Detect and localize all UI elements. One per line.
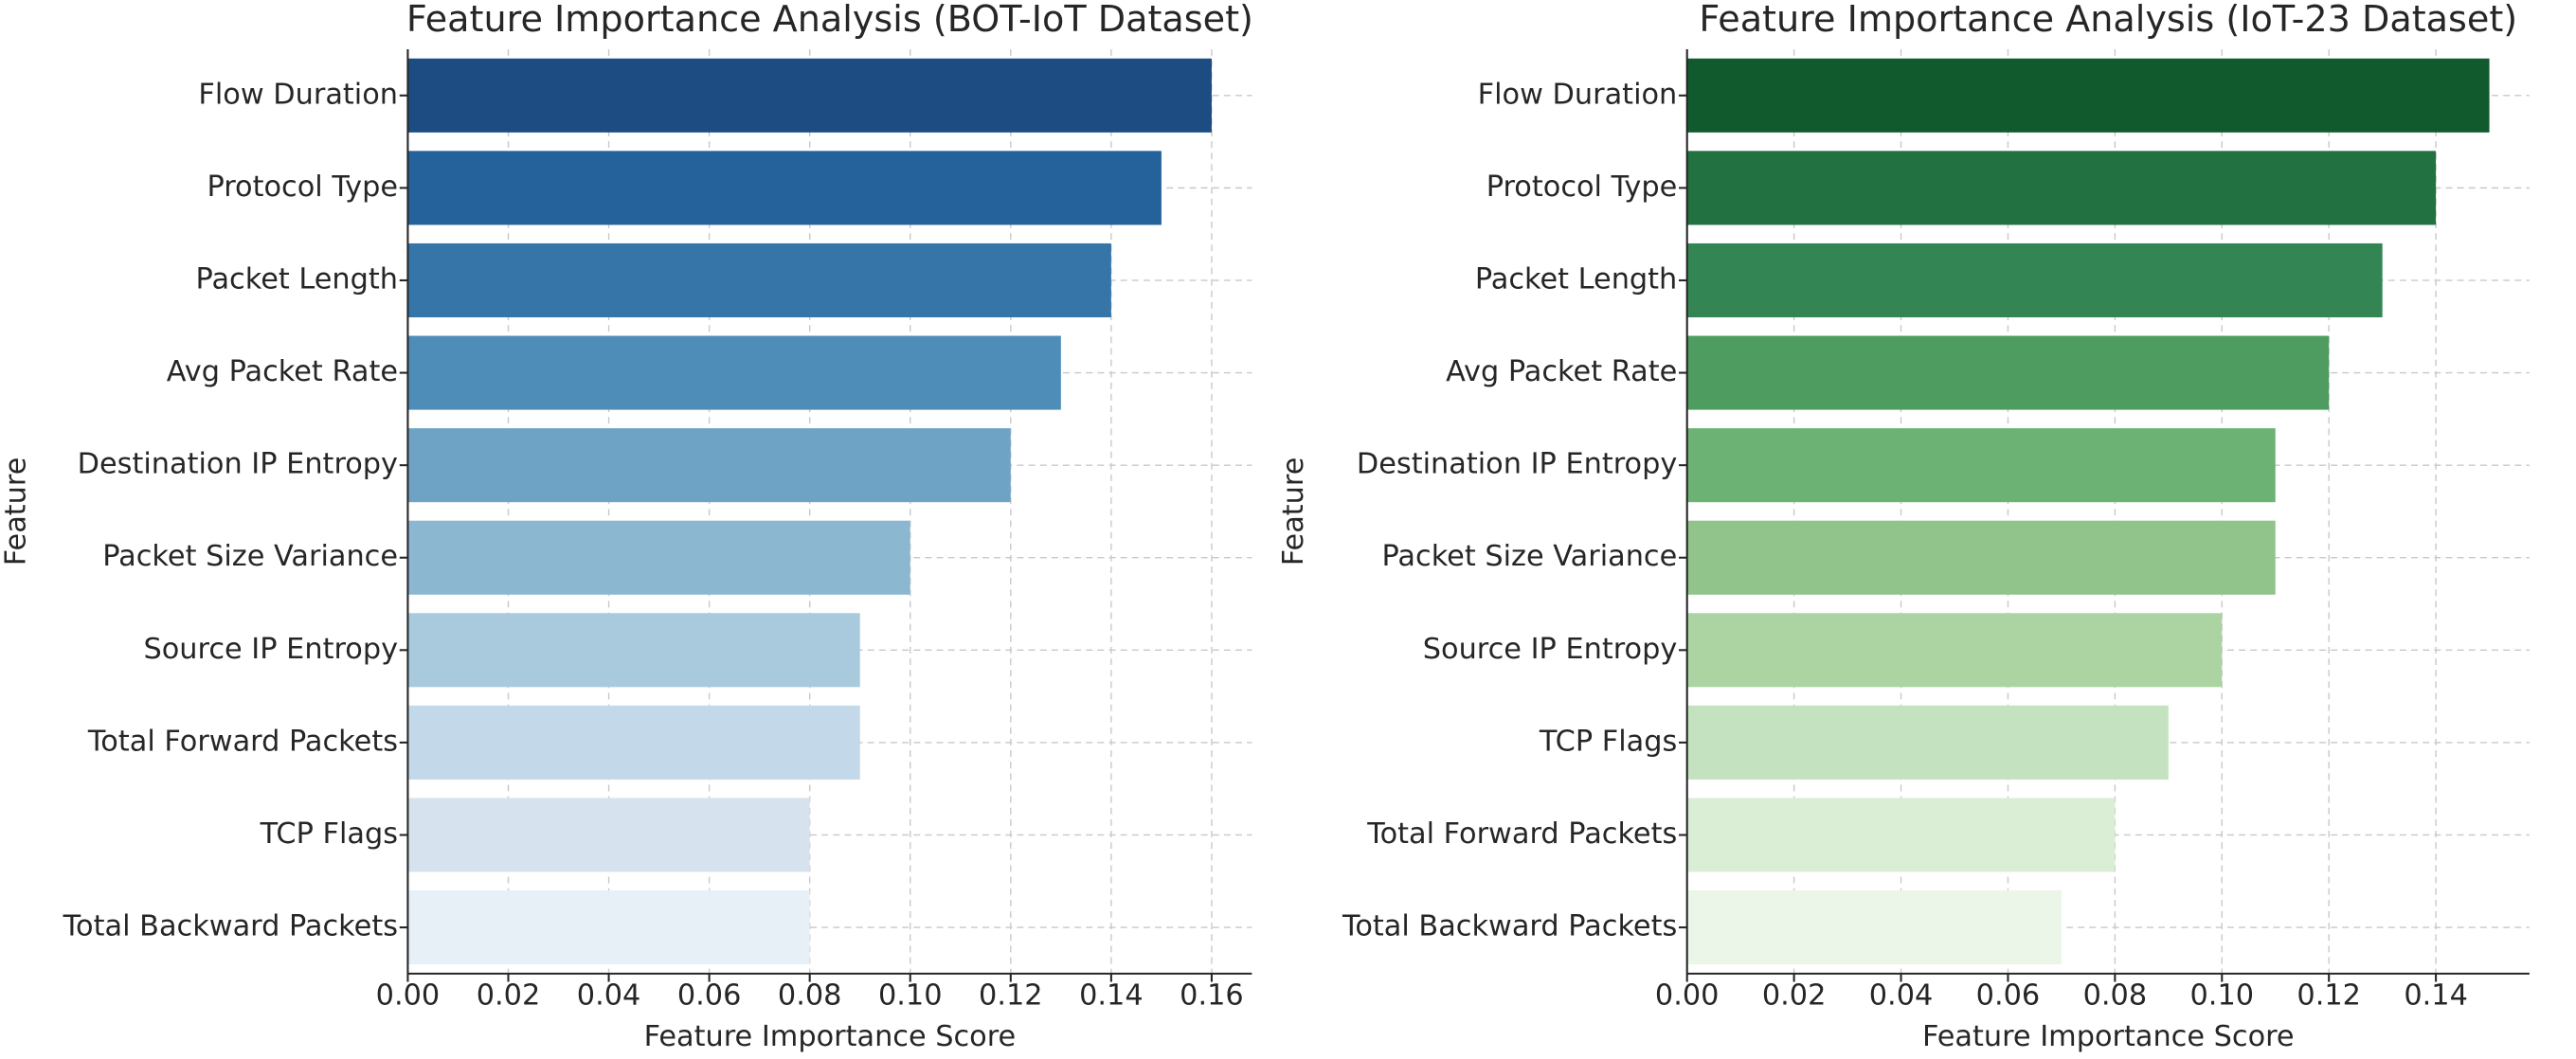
y-tick-label: Protocol Type [207, 171, 399, 204]
y-axis-label: Feature [0, 458, 32, 566]
x-tick-label: 0.00 [376, 979, 441, 1013]
x-axis-label: Feature Importance Score [644, 1020, 1017, 1053]
bar [407, 798, 810, 872]
chart-title: Feature Importance Analysis (BOT-IoT Dat… [406, 0, 1253, 40]
bar [1686, 705, 2169, 780]
bar [407, 428, 1011, 503]
x-tick-label: 0.14 [1079, 979, 1144, 1013]
x-tick-label: 0.14 [2404, 979, 2468, 1013]
y-tick-label: Source IP Entropy [144, 633, 399, 666]
x-tick-label: 0.06 [1976, 979, 2041, 1013]
y-tick-label: Packet Length [196, 262, 398, 296]
y-tick-label: Protocol Type [1486, 171, 1678, 204]
bar [407, 151, 1162, 225]
bar [1686, 151, 2437, 225]
y-tick-label: Flow Duration [1478, 78, 1678, 111]
y-tick-label: Total Backward Packets [63, 910, 398, 943]
bar [1686, 242, 2383, 318]
x-tick-label: 0.04 [577, 979, 641, 1013]
y-tick-label: Flow Duration [198, 78, 398, 111]
x-tick-label: 0.08 [2083, 979, 2148, 1013]
bar [1686, 520, 2276, 595]
bar [1686, 335, 2330, 410]
x-tick-label: 0.00 [1655, 979, 1720, 1013]
x-tick-label: 0.12 [979, 979, 1043, 1013]
bar [1686, 890, 2062, 965]
bar [407, 613, 860, 688]
y-tick-label: TCP Flags [1539, 725, 1677, 758]
bar [407, 242, 1111, 318]
y-tick-label: TCP Flags [260, 817, 398, 851]
x-tick-label: 0.12 [2297, 979, 2361, 1013]
y-tick-label: Destination IP Entropy [1357, 448, 1677, 481]
y-tick-label: Destination IP Entropy [78, 448, 398, 481]
bar [407, 58, 1212, 133]
x-tick-label: 0.06 [677, 979, 742, 1013]
x-tick-label: 0.02 [1762, 979, 1827, 1013]
x-tick-label: 0.16 [1180, 979, 1244, 1013]
bar [407, 890, 810, 965]
y-tick-label: Total Forward Packets [1366, 817, 1677, 851]
bar [1686, 798, 2116, 872]
y-tick-label: Total Forward Packets [87, 725, 398, 758]
y-tick-label: Total Backward Packets [1342, 910, 1677, 943]
y-axis-label: Feature [1277, 458, 1310, 566]
chart-title: Feature Importance Analysis (IoT-23 Data… [1699, 0, 2517, 40]
y-tick-label: Packet Size Variance [102, 540, 398, 573]
bar [1686, 613, 2223, 688]
bar [407, 705, 860, 780]
bar [407, 335, 1061, 410]
y-tick-label: Avg Packet Rate [167, 355, 398, 388]
x-tick-label: 0.08 [778, 979, 842, 1013]
y-tick-label: Packet Size Variance [1382, 540, 1678, 573]
x-axis-label: Feature Importance Score [1922, 1020, 2295, 1053]
x-tick-label: 0.10 [878, 979, 943, 1013]
y-tick-label: Source IP Entropy [1423, 633, 1678, 666]
x-tick-label: 0.02 [477, 979, 541, 1013]
y-tick-label: Packet Length [1475, 262, 1677, 296]
bar [1686, 58, 2490, 133]
bar [407, 520, 910, 595]
x-tick-label: 0.10 [2190, 979, 2255, 1013]
bar [1686, 428, 2276, 503]
y-tick-label: Avg Packet Rate [1446, 355, 1677, 388]
x-tick-label: 0.04 [1869, 979, 1934, 1013]
